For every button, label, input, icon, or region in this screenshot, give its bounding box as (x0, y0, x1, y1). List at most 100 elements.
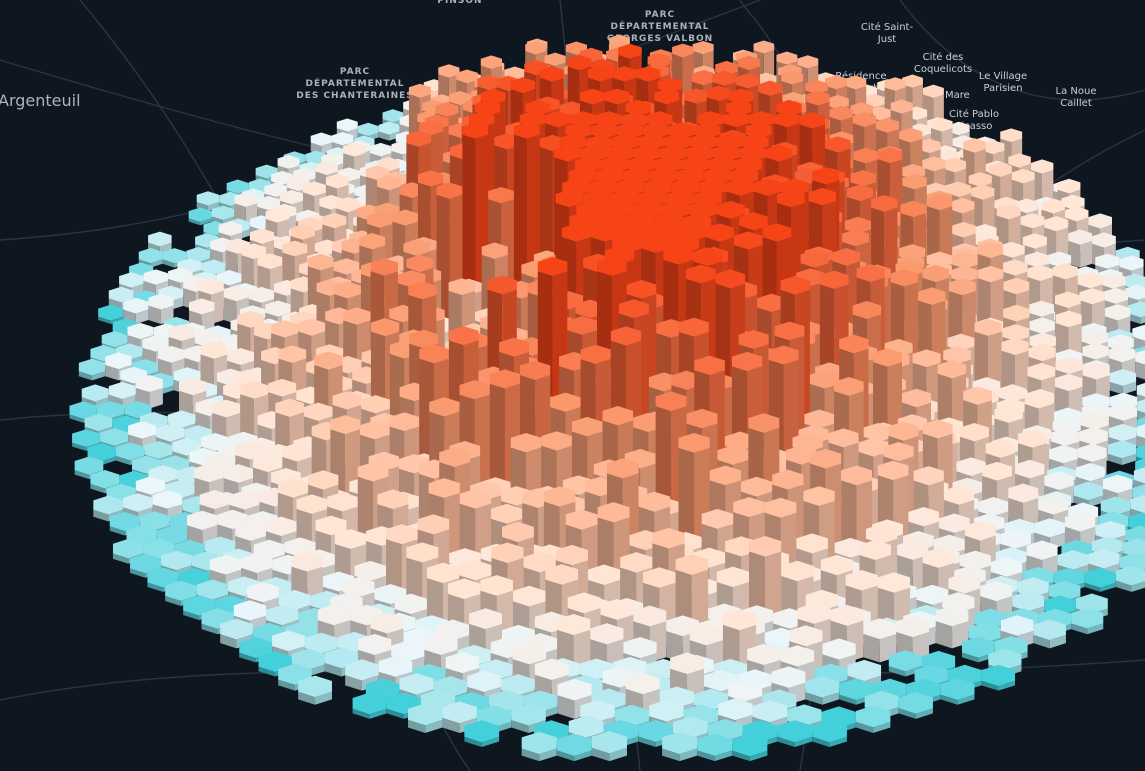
column-top (890, 99, 913, 114)
column-side (389, 131, 400, 141)
column-top (980, 580, 1013, 602)
column-top (697, 111, 724, 128)
column-side (130, 568, 146, 578)
column-top (240, 380, 269, 399)
column-top (947, 333, 975, 351)
column-top (922, 419, 953, 439)
column-top (445, 651, 480, 674)
column-top (901, 163, 926, 180)
column-side (105, 365, 119, 381)
column-top (424, 633, 458, 656)
column-side (1100, 582, 1116, 592)
column-side (207, 202, 220, 212)
column-top (675, 554, 709, 575)
column-side (666, 631, 683, 663)
column-side (1115, 580, 1132, 592)
column-top (439, 447, 471, 467)
column-side (196, 202, 208, 212)
column-top (277, 155, 300, 169)
column-side (1080, 240, 1093, 268)
column-top (1136, 382, 1145, 397)
column-top (278, 345, 307, 363)
column-top (633, 605, 667, 627)
column-top (96, 401, 125, 419)
column-top (108, 381, 136, 400)
column-top (194, 463, 224, 483)
column-top (521, 731, 557, 755)
column-side (72, 442, 87, 451)
column-top (588, 66, 613, 82)
column-side (345, 675, 362, 691)
column-top (902, 388, 931, 408)
column-side (714, 750, 733, 762)
column-top (226, 179, 249, 194)
column-side (863, 633, 880, 663)
column-top (1046, 251, 1072, 267)
column-top (871, 194, 898, 212)
column-side (888, 666, 906, 677)
column-top (216, 269, 242, 286)
column-top (1057, 178, 1081, 194)
column-side (183, 610, 200, 621)
column-top (777, 189, 805, 208)
column-top (543, 486, 576, 507)
column-top (126, 525, 157, 545)
column-top (912, 349, 941, 368)
column-top (557, 614, 591, 636)
column-top (670, 652, 704, 675)
column-top (361, 395, 390, 414)
column-top (1133, 467, 1145, 484)
column-top (636, 66, 661, 82)
column-top (856, 264, 885, 282)
column-top (1079, 426, 1108, 445)
column-top (1109, 369, 1137, 387)
column-top (951, 221, 976, 238)
column-top (249, 228, 275, 244)
column-top (537, 257, 568, 276)
column-side (556, 750, 575, 762)
column-top (1027, 265, 1053, 282)
column-top (541, 431, 572, 451)
place-label: La Noue Caillet (1055, 86, 1097, 109)
column-top (825, 75, 847, 90)
column-top (607, 458, 639, 479)
column-top (406, 254, 434, 272)
column-top (367, 211, 393, 228)
column-side (638, 736, 656, 748)
column-top (620, 552, 653, 573)
column-top (731, 351, 763, 372)
column-top (354, 560, 387, 581)
column-top (555, 189, 584, 208)
column-top (883, 441, 914, 462)
column-top (1137, 399, 1145, 413)
column-top (1080, 411, 1109, 430)
column-top (291, 648, 325, 670)
column-top (844, 216, 872, 234)
column-side (1107, 453, 1122, 465)
column-top (399, 673, 434, 695)
column-top (1000, 242, 1025, 258)
column-side (1140, 316, 1145, 324)
column-top (343, 142, 366, 157)
column-top (467, 670, 502, 693)
column-top (464, 720, 500, 743)
column-top (1122, 538, 1145, 558)
column-side (998, 680, 1016, 691)
column-top (74, 456, 104, 475)
column-top (282, 442, 312, 462)
column-top (863, 618, 897, 640)
column-top (257, 195, 281, 211)
column-top (525, 41, 547, 55)
column-top (429, 397, 460, 417)
column-top (567, 316, 598, 335)
column-side (442, 717, 460, 733)
column-top (272, 630, 305, 652)
column-top (1075, 462, 1105, 482)
column-side (98, 316, 111, 324)
column-top (109, 512, 140, 532)
column-top (327, 491, 358, 512)
column-top (654, 88, 680, 105)
column-top (359, 420, 390, 440)
column-top (963, 386, 992, 405)
column-top (545, 111, 571, 128)
